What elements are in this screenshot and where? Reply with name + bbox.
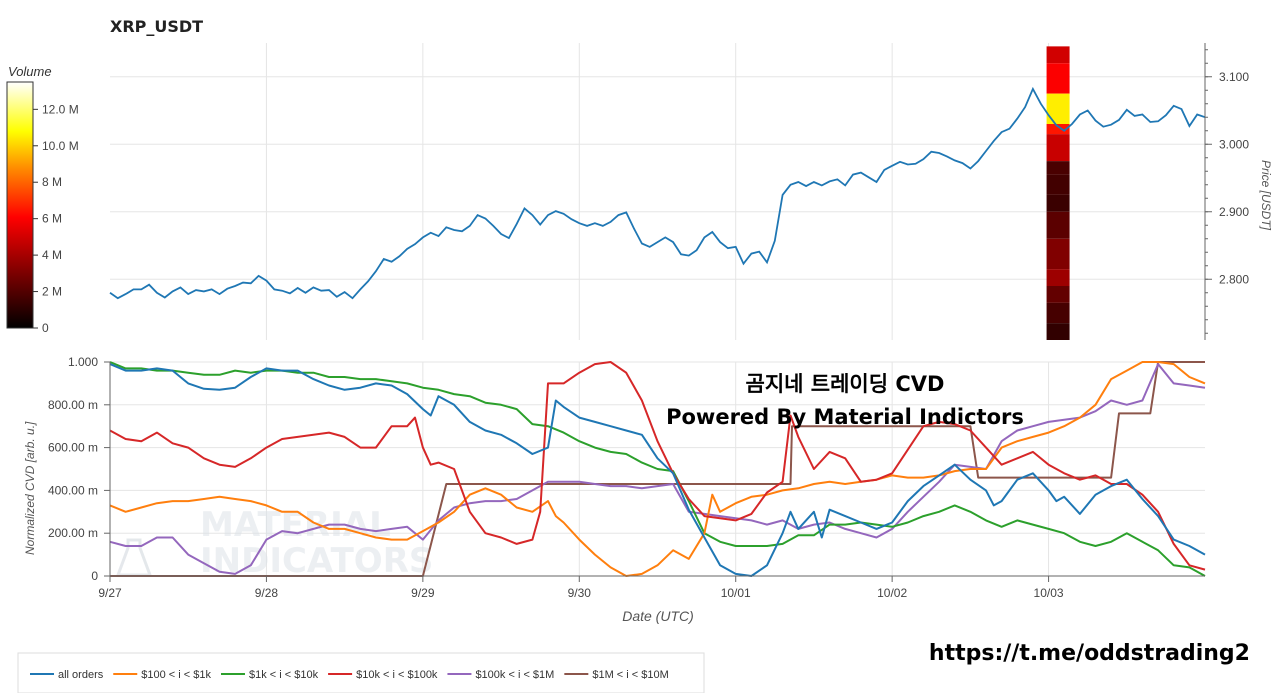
- colorbar-gradient: [6, 81, 34, 329]
- colorbar-tick-label: 4 M: [42, 248, 62, 262]
- telegram-link[interactable]: https://t.me/oddstrading2: [929, 641, 1250, 666]
- volume-colorbar: Volume 0 2 M 4 M 6 M 8 M 10.0 M 12.0 M: [6, 64, 79, 335]
- heatmap-cell: [1046, 124, 1070, 135]
- date-tick-label: 10/03: [1034, 586, 1064, 600]
- heatmap-cell: [1046, 286, 1070, 303]
- price-grid: [110, 43, 1205, 340]
- colorbar-tick-label: 10.0 M: [42, 139, 79, 153]
- cvd-series-s1k-10k: [109, 361, 1206, 577]
- heatmap-cell: [1046, 63, 1070, 94]
- cvd-series-s1m-10m: [110, 361, 1205, 577]
- cvd-series-s10k-100k: [109, 361, 1206, 571]
- cvd-series-s100k-1m: [109, 363, 1206, 575]
- date-axis-label: Date (UTC): [622, 608, 694, 624]
- cvd-series-s100-1k: [109, 361, 1206, 577]
- legend: all orders $100 < i < $1k $1k < i < $10k $1…: [17, 652, 705, 693]
- colorbar-label: Volume: [8, 64, 52, 79]
- heatmap-cell: [1046, 211, 1070, 239]
- legend-label: $1k < i < $10k: [249, 669, 319, 681]
- price-y-axis: 2.800 2.900 3.000 3.100: [1204, 43, 1249, 340]
- legend-label: $100 < i < $1k: [141, 669, 211, 681]
- heatmap-cell: [1046, 46, 1070, 64]
- price-line: [109, 86, 1206, 300]
- legend-label: $1M < i < $10M: [592, 669, 668, 681]
- date-tick-label: 10/01: [721, 586, 751, 600]
- price-tick-label: 2.900: [1219, 205, 1249, 219]
- cvd-y-tick-label: 1.000: [68, 355, 98, 369]
- legend-label: all orders: [58, 669, 104, 681]
- price-panel: 2.800 2.900 3.000 3.100 XRP_USDT Price [USD…: [109, 17, 1273, 340]
- price-tick-label: 3.000: [1219, 137, 1249, 151]
- cvd-series-all-orders: [109, 363, 1206, 577]
- price-tick-label: 3.100: [1219, 70, 1249, 84]
- overlay-subtitle: Powered By Material Indictors: [666, 405, 1024, 429]
- colorbar-tick-label: 0: [42, 321, 49, 335]
- cvd-y-tick-label: 800.00 m: [48, 398, 98, 412]
- cvd-series-lines: [109, 361, 1206, 577]
- colorbar-tick-label: 12.0 M: [42, 102, 79, 116]
- overlay-title: 곰지네 트레이딩 CVD: [746, 372, 945, 396]
- cvd-y-tick-label: 0: [91, 569, 98, 583]
- cvd-axis-label: Normalized CVD [arb. u.]: [23, 421, 37, 555]
- colorbar-tick-label: 2 M: [42, 285, 62, 299]
- date-tick-label: 9/30: [568, 586, 592, 600]
- legend-label: $100k < i < $1M: [475, 669, 554, 681]
- heatmap-cell: [1046, 174, 1070, 195]
- watermark: MATERIAL INDICATORS: [115, 505, 433, 581]
- legend-label: $10k < i < $100k: [356, 669, 438, 681]
- heatmap-cell: [1046, 302, 1070, 324]
- heatmap-cell: [1046, 238, 1070, 270]
- colorbar-tick-label: 8 M: [42, 175, 62, 189]
- heatmap-cell: [1046, 161, 1070, 175]
- cvd-y-tick-label: 600.00 m: [48, 441, 98, 455]
- cvd-y-tick-label: 400.00 m: [48, 483, 98, 497]
- heatmap-cell: [1046, 269, 1070, 286]
- cvd-axes: 0 200.00 m 400.00 m 600.00 m 800.00 m 1.000 9/…: [48, 355, 1205, 600]
- heatmap-cell: [1046, 134, 1070, 162]
- cvd-y-tick-label: 200.00 m: [48, 526, 98, 540]
- heatmap-cell: [1046, 323, 1070, 340]
- heatmap-cell: [1046, 93, 1070, 124]
- date-tick-label: 9/27: [98, 586, 122, 600]
- colorbar-tick-label: 6 M: [42, 212, 62, 226]
- date-tick-label: 9/29: [411, 586, 435, 600]
- volume-heatmap: [1046, 46, 1070, 340]
- price-tick-label: 2.800: [1219, 272, 1249, 286]
- date-tick-label: 10/02: [877, 586, 907, 600]
- watermark-line-2: INDICATORS: [200, 541, 433, 581]
- chart-title: XRP_USDT: [110, 17, 203, 36]
- colorbar-ticks: 0 2 M 4 M 6 M 8 M 10.0 M 12.0 M: [33, 102, 79, 335]
- heatmap-cell: [1046, 194, 1070, 212]
- cvd-panel: MATERIAL INDICATORS 0 200.00 m 400.00 m 600…: [23, 355, 1206, 624]
- date-tick-label: 9/28: [255, 586, 279, 600]
- price-axis-label: Price [USDT]: [1259, 160, 1273, 231]
